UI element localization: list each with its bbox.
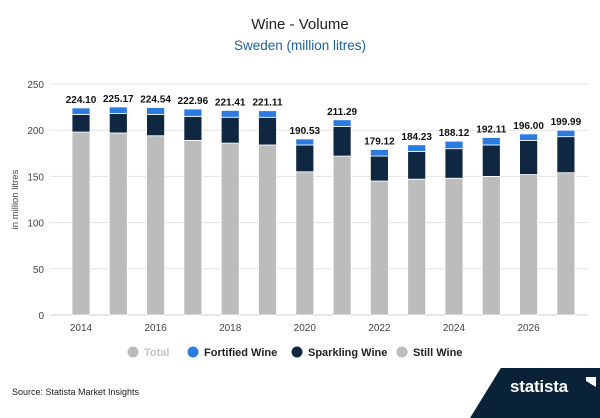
y-tick-label: 200 [27, 126, 44, 137]
total-data-label: 192.11 [476, 124, 506, 135]
total-data-label: 190.53 [290, 126, 321, 137]
bar-segment-still-wine [183, 139, 203, 316]
bar-segment-sparkling-wine [481, 144, 501, 177]
total-data-label: 221.11 [252, 98, 282, 109]
x-tick-label: 2026 [517, 323, 540, 334]
chart-title: Wine - Volume [251, 16, 349, 33]
legend-label-total: Total [144, 347, 169, 359]
total-data-label: 211.29 [327, 107, 357, 118]
total-data-label: 196.00 [513, 121, 544, 132]
bar-segment-fortified-wine [146, 107, 166, 115]
y-tick-label: 100 [27, 219, 44, 230]
x-tick-label: 2024 [443, 323, 466, 334]
chart-subtitle: Sweden (million litres) [233, 38, 367, 53]
bar-segment-sparkling-wine [108, 113, 128, 134]
bar-segment-still-wine [71, 131, 91, 316]
y-tick-label: 50 [33, 265, 45, 276]
bar-segment-fortified-wine [295, 138, 315, 146]
legend-marker-sparkling-wine [291, 346, 303, 358]
bar-segment-still-wine [220, 142, 240, 316]
legend-label-sparkling-wine: Sparkling Wine [308, 347, 387, 359]
bar-segment-fortified-wine [183, 108, 203, 117]
y-tick-label: 0 [38, 311, 44, 322]
source-note: Source: Statista Market Insights [12, 387, 140, 397]
total-data-label: 222.96 [178, 96, 209, 107]
statista-logo-mark-icon [586, 377, 596, 387]
total-data-label: 221.41 [215, 97, 246, 108]
total-data-label: 179.12 [364, 136, 395, 147]
y-axis-label: in million litres [10, 169, 21, 229]
bar-segment-fortified-wine [444, 140, 464, 150]
bar-segment-still-wine [444, 177, 464, 316]
bar-segment-sparkling-wine [369, 155, 389, 182]
bar-segment-sparkling-wine [556, 136, 576, 174]
bar-segment-still-wine [556, 172, 576, 316]
bar-segment-fortified-wine [481, 137, 501, 146]
x-tick-label: 2022 [368, 323, 391, 334]
x-tick-label: 2018 [219, 323, 242, 334]
bar-segment-still-wine [146, 135, 166, 316]
total-data-label: 199.99 [551, 117, 582, 128]
bar-segment-sparkling-wine [407, 151, 427, 180]
legend-label-fortified-wine: Fortified Wine [204, 347, 277, 359]
bar-segment-sparkling-wine [183, 115, 203, 141]
bar-segment-still-wine [407, 178, 427, 316]
total-data-label: 188.12 [439, 128, 470, 139]
bar-segment-sparkling-wine [332, 126, 352, 157]
statista-logo: statista [510, 377, 568, 396]
total-data-label: 224.10 [66, 95, 97, 106]
x-tick-label: 2014 [70, 323, 93, 334]
bar-segment-still-wine [481, 175, 501, 316]
bar-segment-fortified-wine [108, 106, 128, 114]
legend-marker-total [127, 346, 139, 358]
bar-segment-still-wine [108, 132, 128, 316]
bar-segment-still-wine [332, 155, 352, 316]
bar-segment-sparkling-wine [444, 148, 464, 179]
bar-segment-fortified-wine [220, 110, 240, 118]
x-tick-label: 2020 [294, 323, 317, 334]
y-tick-label: 150 [27, 172, 44, 183]
total-data-label: 184.23 [401, 132, 432, 143]
bar-segment-fortified-wine [332, 119, 352, 127]
bar-segment-still-wine [295, 171, 315, 316]
legend-label-still-wine: Still Wine [413, 347, 462, 359]
bar-segment-sparkling-wine [519, 139, 538, 175]
bar-segment-fortified-wine [258, 110, 277, 118]
total-data-label: 224.54 [140, 95, 171, 106]
bar-segment-fortified-wine [519, 133, 538, 141]
bar-segment-sparkling-wine [295, 144, 315, 173]
bar-segment-fortified-wine [369, 149, 389, 157]
bar-segment-still-wine [369, 180, 389, 316]
legend-marker-still-wine [396, 346, 408, 358]
bar-segment-sparkling-wine [71, 114, 91, 133]
total-data-label: 225.17 [103, 94, 134, 105]
bar-segment-fortified-wine [556, 129, 576, 138]
y-tick-label: 250 [27, 80, 44, 91]
bar-segment-sparkling-wine [146, 114, 166, 137]
bar-segment-still-wine [519, 174, 538, 316]
bar-segment-still-wine [258, 144, 277, 316]
bar-segment-fortified-wine [71, 107, 91, 115]
bar-segment-sparkling-wine [258, 116, 277, 146]
bar-segment-fortified-wine [407, 144, 427, 152]
x-tick-label: 2016 [144, 323, 167, 334]
bar-segment-sparkling-wine [220, 116, 240, 144]
legend-marker-fortified-wine [187, 346, 199, 358]
